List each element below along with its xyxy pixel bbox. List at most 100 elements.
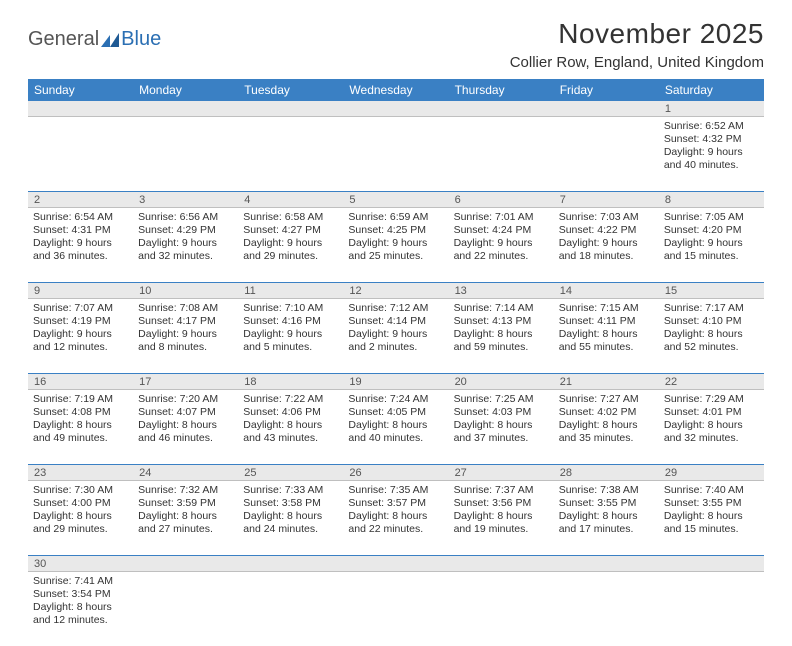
- day-number: 3: [133, 192, 238, 207]
- sunset-text: Sunset: 4:16 PM: [243, 315, 338, 328]
- sunset-text: Sunset: 4:06 PM: [243, 406, 338, 419]
- day-number: 10: [133, 283, 238, 298]
- sunrise-text: Sunrise: 6:56 AM: [138, 211, 233, 224]
- day-number: 27: [449, 465, 554, 480]
- daylight-text: Daylight: 8 hours and 22 minutes.: [348, 510, 443, 536]
- day-number: 16: [28, 374, 133, 389]
- day-number: 20: [449, 374, 554, 389]
- day-number: [449, 101, 554, 116]
- sunset-text: Sunset: 3:58 PM: [243, 497, 338, 510]
- daylight-text: Daylight: 9 hours and 15 minutes.: [664, 237, 759, 263]
- sunset-text: Sunset: 4:22 PM: [559, 224, 654, 237]
- day-number: [554, 556, 659, 571]
- daylight-text: Daylight: 9 hours and 25 minutes.: [348, 237, 443, 263]
- logo: General Blue: [28, 18, 161, 51]
- week-row: Sunrise: 6:54 AMSunset: 4:31 PMDaylight:…: [28, 208, 764, 283]
- day-cell: Sunrise: 7:15 AMSunset: 4:11 PMDaylight:…: [554, 299, 659, 373]
- sunset-text: Sunset: 4:29 PM: [138, 224, 233, 237]
- day-cell: Sunrise: 7:14 AMSunset: 4:13 PMDaylight:…: [449, 299, 554, 373]
- day-cell: Sunrise: 7:35 AMSunset: 3:57 PMDaylight:…: [343, 481, 448, 555]
- daylight-text: Daylight: 8 hours and 12 minutes.: [33, 601, 128, 627]
- sunrise-text: Sunrise: 7:40 AM: [664, 484, 759, 497]
- sunset-text: Sunset: 4:11 PM: [559, 315, 654, 328]
- weekday-header: Thursday: [449, 79, 554, 101]
- day-number: [133, 556, 238, 571]
- sunrise-text: Sunrise: 7:17 AM: [664, 302, 759, 315]
- day-cell: Sunrise: 7:12 AMSunset: 4:14 PMDaylight:…: [343, 299, 448, 373]
- weekday-header: Tuesday: [238, 79, 343, 101]
- day-number-row: 16171819202122: [28, 374, 764, 390]
- daylight-text: Daylight: 9 hours and 2 minutes.: [348, 328, 443, 354]
- day-number-row: 23242526272829: [28, 465, 764, 481]
- sunrise-text: Sunrise: 7:05 AM: [664, 211, 759, 224]
- weekday-header: Friday: [554, 79, 659, 101]
- sunrise-text: Sunrise: 7:15 AM: [559, 302, 654, 315]
- day-number: 6: [449, 192, 554, 207]
- daylight-text: Daylight: 8 hours and 37 minutes.: [454, 419, 549, 445]
- day-cell: [554, 572, 659, 646]
- daylight-text: Daylight: 9 hours and 32 minutes.: [138, 237, 233, 263]
- day-cell: Sunrise: 6:56 AMSunset: 4:29 PMDaylight:…: [133, 208, 238, 282]
- daylight-text: Daylight: 8 hours and 15 minutes.: [664, 510, 759, 536]
- day-cell: [133, 117, 238, 191]
- day-number: 19: [343, 374, 448, 389]
- day-number: 7: [554, 192, 659, 207]
- sunrise-text: Sunrise: 7:12 AM: [348, 302, 443, 315]
- title-block: November 2025 Collier Row, England, Unit…: [510, 18, 764, 71]
- day-cell: Sunrise: 7:38 AMSunset: 3:55 PMDaylight:…: [554, 481, 659, 555]
- calendar-page: General Blue November 2025 Collier Row, …: [0, 0, 792, 646]
- day-cell: Sunrise: 7:07 AMSunset: 4:19 PMDaylight:…: [28, 299, 133, 373]
- day-cell: Sunrise: 7:32 AMSunset: 3:59 PMDaylight:…: [133, 481, 238, 555]
- day-number-row: 9101112131415: [28, 283, 764, 299]
- week-row: Sunrise: 7:30 AMSunset: 4:00 PMDaylight:…: [28, 481, 764, 556]
- weekday-header: Sunday: [28, 79, 133, 101]
- sunset-text: Sunset: 4:01 PM: [664, 406, 759, 419]
- sunrise-text: Sunrise: 7:07 AM: [33, 302, 128, 315]
- sunset-text: Sunset: 4:19 PM: [33, 315, 128, 328]
- daylight-text: Daylight: 9 hours and 22 minutes.: [454, 237, 549, 263]
- sunset-text: Sunset: 4:02 PM: [559, 406, 654, 419]
- day-number: 21: [554, 374, 659, 389]
- day-number-row: 2345678: [28, 192, 764, 208]
- day-cell: Sunrise: 6:59 AMSunset: 4:25 PMDaylight:…: [343, 208, 448, 282]
- sunset-text: Sunset: 3:59 PM: [138, 497, 233, 510]
- day-number: [343, 101, 448, 116]
- day-cell: Sunrise: 7:29 AMSunset: 4:01 PMDaylight:…: [659, 390, 764, 464]
- sunset-text: Sunset: 4:31 PM: [33, 224, 128, 237]
- sunrise-text: Sunrise: 6:58 AM: [243, 211, 338, 224]
- day-cell: Sunrise: 7:08 AMSunset: 4:17 PMDaylight:…: [133, 299, 238, 373]
- sunset-text: Sunset: 4:17 PM: [138, 315, 233, 328]
- sunrise-text: Sunrise: 6:59 AM: [348, 211, 443, 224]
- day-cell: [554, 117, 659, 191]
- daylight-text: Daylight: 8 hours and 32 minutes.: [664, 419, 759, 445]
- day-number: [133, 101, 238, 116]
- sunrise-text: Sunrise: 7:24 AM: [348, 393, 443, 406]
- sunrise-text: Sunrise: 7:32 AM: [138, 484, 233, 497]
- day-number: 18: [238, 374, 343, 389]
- sunset-text: Sunset: 3:54 PM: [33, 588, 128, 601]
- day-number: 23: [28, 465, 133, 480]
- page-header: General Blue November 2025 Collier Row, …: [28, 18, 764, 71]
- day-cell: Sunrise: 7:03 AMSunset: 4:22 PMDaylight:…: [554, 208, 659, 282]
- month-title: November 2025: [510, 18, 764, 50]
- daylight-text: Daylight: 8 hours and 17 minutes.: [559, 510, 654, 536]
- day-cell: Sunrise: 7:05 AMSunset: 4:20 PMDaylight:…: [659, 208, 764, 282]
- day-cell: Sunrise: 7:19 AMSunset: 4:08 PMDaylight:…: [28, 390, 133, 464]
- logo-text-general: General: [28, 28, 99, 51]
- sunset-text: Sunset: 3:55 PM: [664, 497, 759, 510]
- day-cell: [238, 572, 343, 646]
- day-cell: [449, 117, 554, 191]
- sunrise-text: Sunrise: 7:01 AM: [454, 211, 549, 224]
- day-number: 17: [133, 374, 238, 389]
- day-cell: Sunrise: 7:20 AMSunset: 4:07 PMDaylight:…: [133, 390, 238, 464]
- sunrise-text: Sunrise: 7:41 AM: [33, 575, 128, 588]
- sunset-text: Sunset: 4:24 PM: [454, 224, 549, 237]
- day-cell: Sunrise: 7:10 AMSunset: 4:16 PMDaylight:…: [238, 299, 343, 373]
- daylight-text: Daylight: 8 hours and 43 minutes.: [243, 419, 338, 445]
- day-cell: Sunrise: 7:22 AMSunset: 4:06 PMDaylight:…: [238, 390, 343, 464]
- day-number: 2: [28, 192, 133, 207]
- sunset-text: Sunset: 4:00 PM: [33, 497, 128, 510]
- day-cell: Sunrise: 7:25 AMSunset: 4:03 PMDaylight:…: [449, 390, 554, 464]
- day-number: [238, 101, 343, 116]
- calendar: Sunday Monday Tuesday Wednesday Thursday…: [28, 79, 764, 646]
